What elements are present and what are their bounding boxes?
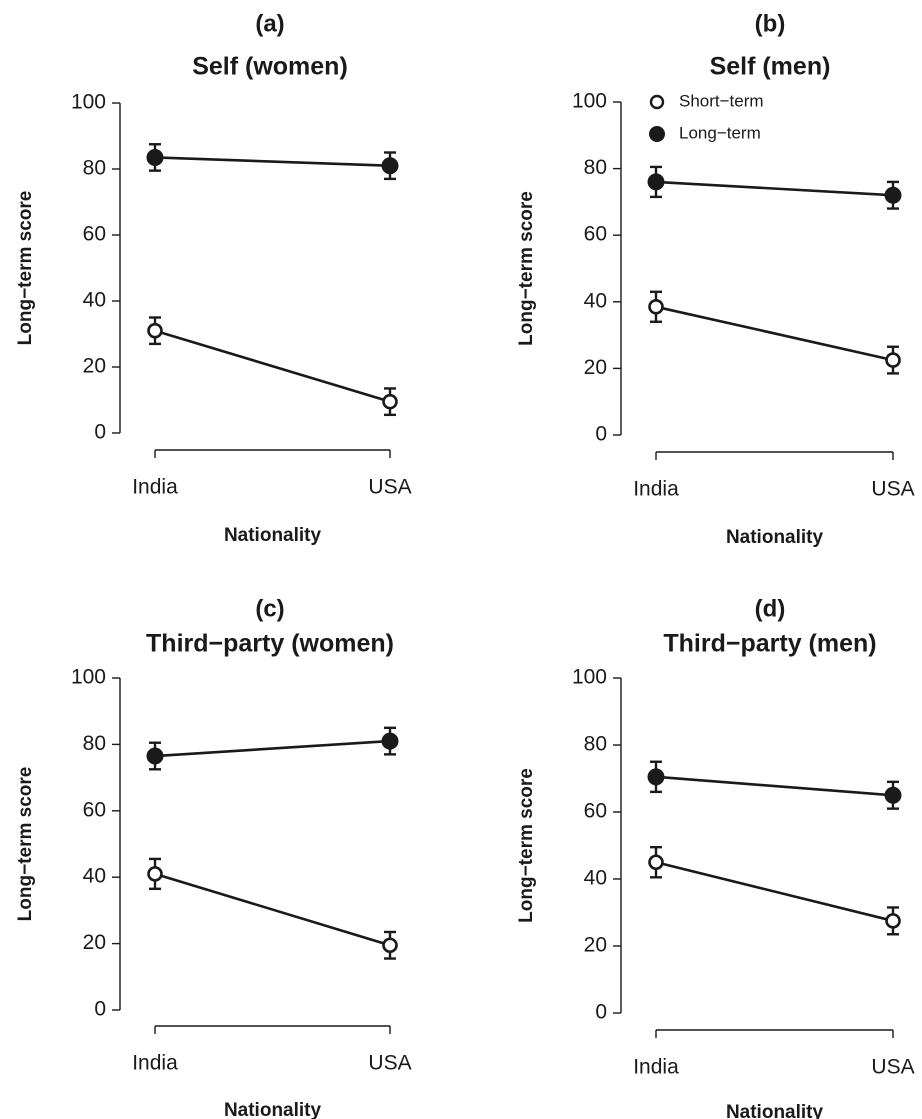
- y-tick-label: 40: [83, 289, 106, 312]
- legend-marker-long: [649, 126, 665, 142]
- y-tick-label: 0: [94, 998, 106, 1021]
- x-axis-title: Nationality: [726, 1102, 824, 1119]
- data-point-long: [647, 768, 665, 786]
- panel-label: (d): [755, 595, 786, 622]
- x-tick-label: India: [633, 1056, 679, 1079]
- series-line-long: [154, 156, 391, 167]
- y-tick-label: 100: [572, 90, 607, 113]
- y-tick-label: 100: [71, 666, 106, 689]
- y-tick-label: 60: [584, 800, 607, 823]
- y-axis-title: Long−term score: [15, 191, 36, 346]
- y-tick-label: 0: [94, 421, 106, 444]
- data-point-long: [884, 186, 902, 204]
- series-line-long: [655, 180, 894, 197]
- data-point-short: [648, 854, 664, 871]
- x-axis-title: Nationality: [726, 527, 824, 548]
- panel-c: (c) Third−party (women) 0 20 40 60 80 100 Long−t…: [15, 595, 412, 1119]
- series-line-short: [655, 305, 894, 362]
- panel-b: (b) Self (men) 0 20 40 60 80 100 Long−term score…: [516, 10, 915, 548]
- panel-title: Third−party (women): [146, 630, 394, 658]
- x-tick-label: USA: [368, 476, 411, 499]
- y-tick-label: 60: [83, 223, 106, 246]
- panel-label: (b): [755, 10, 786, 37]
- y-tick-label: 60: [584, 223, 607, 246]
- y-tick-label: 80: [584, 733, 607, 756]
- x-tick-label: India: [132, 1052, 178, 1075]
- y-tick-label: 20: [584, 934, 607, 957]
- panel-a: (a) Self (women) 0 20 40 60 80 100 Long−term sco…: [15, 10, 412, 546]
- legend-label-long: Long−term: [679, 123, 761, 142]
- series-line-short: [154, 872, 391, 947]
- panel-label: (a): [255, 10, 284, 37]
- y-axis-title: Long−term score: [516, 768, 537, 923]
- data-point-short: [147, 322, 163, 339]
- x-axis-title: Nationality: [224, 1100, 322, 1119]
- y-tick-label: 80: [83, 732, 106, 755]
- y-tick-label: 40: [584, 289, 607, 312]
- data-point-short: [648, 298, 664, 315]
- y-tick-label: 80: [584, 156, 607, 179]
- y-tick-label: 20: [83, 931, 106, 954]
- data-point-long: [381, 157, 399, 175]
- y-tick-label: 40: [83, 865, 106, 888]
- y-tick-label: 20: [83, 355, 106, 378]
- y-tick-label: 40: [584, 867, 607, 890]
- panel-d: (d) Third−party (men) 0 20 40 60 80 100 Long−ter…: [516, 595, 915, 1119]
- data-point-short: [382, 393, 398, 410]
- x-tick-label: USA: [871, 478, 914, 501]
- y-tick-label: 100: [71, 91, 106, 114]
- data-point-long: [146, 747, 164, 765]
- y-tick-label: 0: [595, 423, 607, 446]
- series-line-short: [655, 860, 894, 923]
- data-point-long: [647, 173, 665, 191]
- data-point-short: [885, 352, 901, 368]
- x-axis-title: Nationality: [224, 525, 322, 546]
- legend-label-short: Short−term: [679, 91, 764, 110]
- data-point-short: [885, 913, 901, 929]
- panel-label: (c): [255, 595, 284, 622]
- y-tick-label: 20: [584, 356, 607, 379]
- legend-marker-short: [649, 94, 665, 110]
- data-point-short: [147, 866, 163, 882]
- x-tick-label: USA: [871, 1056, 914, 1079]
- data-point-short: [382, 937, 398, 954]
- y-tick-label: 100: [572, 666, 607, 689]
- data-point-long: [381, 732, 399, 750]
- y-axis-title: Long−term score: [15, 767, 36, 922]
- x-tick-label: USA: [368, 1052, 411, 1075]
- y-tick-label: 60: [83, 798, 106, 821]
- data-point-long: [146, 148, 164, 166]
- panel-title: Self (men): [710, 53, 831, 81]
- y-axis-title: Long−term score: [516, 191, 537, 346]
- panel-title: Self (women): [192, 53, 348, 81]
- x-tick-label: India: [633, 478, 679, 501]
- y-tick-label: 0: [595, 1001, 607, 1024]
- legend: Short−term Long−term: [649, 91, 764, 142]
- series-line-long: [154, 739, 391, 758]
- x-tick-label: India: [132, 476, 178, 499]
- series-line-long: [655, 775, 894, 797]
- data-point-long: [884, 786, 902, 804]
- y-tick-label: 80: [83, 157, 106, 180]
- panel-title: Third−party (men): [663, 630, 876, 658]
- series-line-short: [154, 329, 391, 403]
